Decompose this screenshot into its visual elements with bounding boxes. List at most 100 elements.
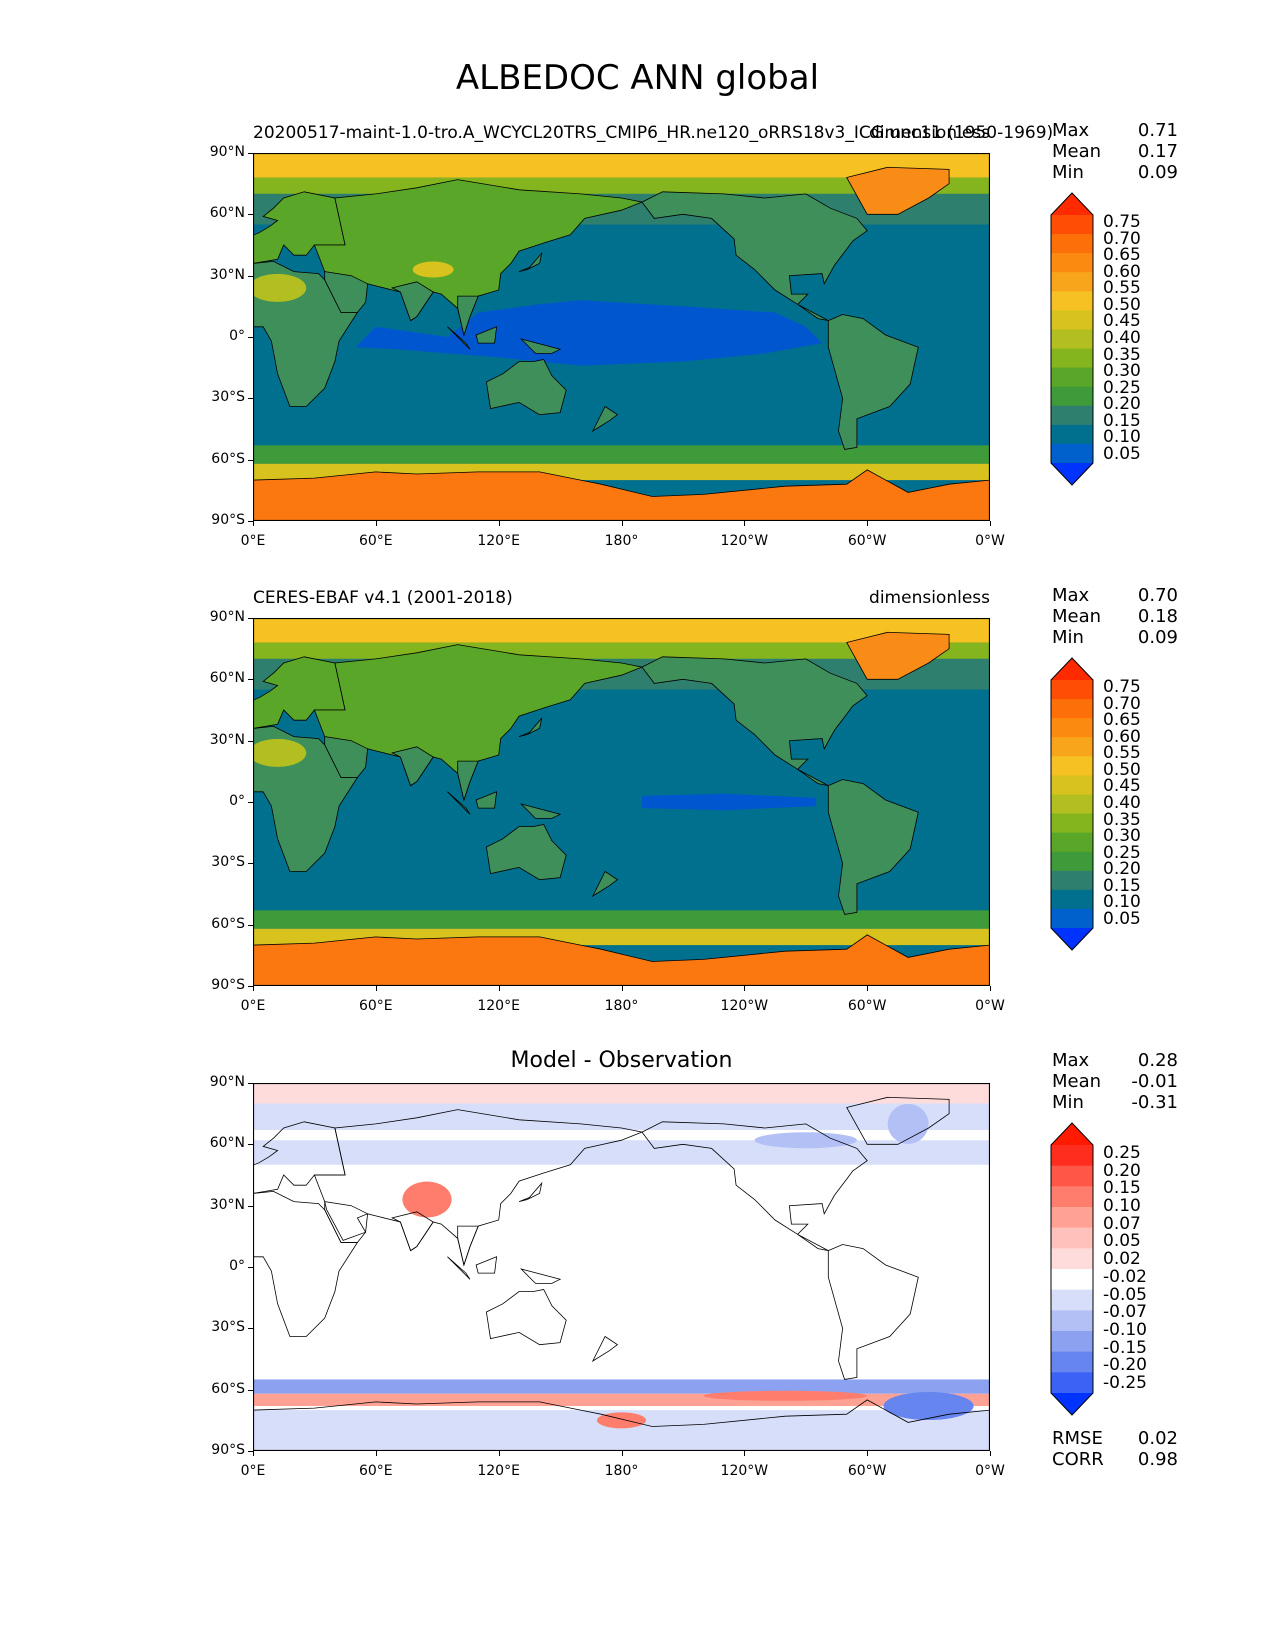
lat-tick-mark (248, 459, 253, 461)
colorbar-segment (1051, 424, 1093, 445)
colorbar-tick-label: 0.50 (1103, 294, 1141, 315)
land-newguinea (519, 803, 562, 819)
lon-tick-mark (867, 986, 869, 991)
lat-tick-mark (248, 1144, 253, 1146)
panel-title: Model - Observation (510, 1048, 733, 1073)
map-frame (253, 153, 990, 521)
colorbar-segment (1051, 1289, 1093, 1311)
coastline-arabia (324, 1201, 369, 1243)
figure-title: ALBEDOC ANN global (455, 58, 820, 98)
stat-name: CORR (1052, 1449, 1104, 1470)
lat-tick-mark (248, 275, 253, 277)
map-frame (253, 618, 990, 986)
lon-tick-label: 120°W (720, 1463, 769, 1479)
coastline-indonesia2 (475, 1256, 498, 1274)
lat-tick-mark (248, 1267, 253, 1268)
greenland-negative-anomaly (887, 1103, 929, 1144)
lat-tick-mark (248, 214, 253, 216)
stat-name: Mean (1052, 606, 1102, 627)
stat-value: 0.17 (1137, 141, 1178, 162)
colorbar-tick-label: 0.07 (1103, 1213, 1141, 1234)
lon-tick-label: 0°W (975, 533, 1005, 549)
stat-name: Max (1052, 1050, 1090, 1071)
arctic-negative-band (253, 1103, 990, 1131)
land-australia (485, 359, 567, 416)
arctic-positive-band (253, 1083, 990, 1104)
stat-value: 0.28 (1137, 1050, 1178, 1071)
stat-value: 0.98 (1137, 1449, 1178, 1470)
land-seasia (457, 760, 479, 802)
colorbar (1050, 1122, 1094, 1416)
lat-tick-label: 0° (229, 793, 245, 809)
colorbar-tick-label: 0.25 (1103, 842, 1141, 863)
stat-name: Min (1052, 627, 1084, 648)
colorbar-max-extend (1051, 193, 1093, 215)
coastline-antarctica (253, 1399, 990, 1451)
sahara-bright (253, 738, 307, 767)
lon-tick-mark (253, 1451, 254, 1456)
colorbar-segment (1051, 889, 1093, 910)
colorbar-tick-label: 0.40 (1103, 328, 1141, 348)
lon-tick-label: 60°E (358, 1463, 393, 1479)
coastline-india (391, 1211, 434, 1252)
so-cloud-band (253, 445, 990, 464)
colorbar-segment (1051, 908, 1093, 929)
so-cloud-band (253, 910, 990, 929)
colorbar-tick-label: 0.70 (1103, 693, 1141, 714)
land-india (391, 746, 434, 787)
colorbar (1050, 192, 1094, 486)
coastline-namerica (641, 1121, 868, 1251)
land-indonesia1 (447, 791, 471, 815)
lat-tick-mark (248, 521, 253, 522)
lon-tick-label: 120°W (720, 533, 769, 549)
colorbar-tick-label: 0.70 (1103, 228, 1141, 249)
colorbar-segment (1051, 1269, 1093, 1291)
panel-right-label: dimensionless (869, 123, 990, 143)
colorbar-tick-label: 0.55 (1103, 743, 1141, 764)
stat-name: Min (1052, 162, 1084, 183)
lon-tick-label: 120°E (477, 1463, 520, 1479)
colorbar-segment (1051, 1310, 1093, 1332)
panel-left-label: CERES-EBAF v4.1 (2001-2018) (253, 588, 513, 608)
lat-tick-label: 90°S (211, 977, 245, 993)
land-indonesia2 (475, 326, 498, 344)
coastlines (253, 1096, 990, 1451)
lat-tick-label: 30°N (209, 266, 245, 283)
colorbar-tick-label: 0.65 (1103, 245, 1141, 266)
lat-tick-label: 90°S (211, 512, 245, 528)
coastline-europe (253, 1121, 346, 1194)
lon-tick-mark (990, 521, 991, 526)
lon-tick-label: 0°E (240, 1463, 266, 1479)
lon-tick-mark (744, 521, 746, 526)
colorbar-tick-label: 0.20 (1103, 859, 1141, 880)
lat-tick-label: 30°S (211, 389, 245, 406)
lon-tick-mark (253, 521, 254, 526)
colorbar-segment (1051, 1351, 1093, 1373)
colorbar-tick-label: 0.55 (1103, 278, 1141, 299)
stat-value: 0.09 (1137, 627, 1178, 648)
lon-tick-label: 60°E (358, 998, 393, 1014)
coastline-asia (313, 1109, 644, 1267)
land (253, 644, 919, 915)
colorbar-tick-label: -0.10 (1103, 1320, 1147, 1340)
lon-tick-label: 180° (604, 1463, 639, 1479)
colorbar-segment (1051, 310, 1093, 331)
lon-tick-mark (375, 1451, 377, 1456)
lat-tick-mark (248, 679, 253, 681)
land-india (391, 281, 434, 322)
stat-value: 0.02 (1137, 1428, 1178, 1449)
lat-tick-label: 30°S (211, 854, 245, 871)
greenland (846, 166, 950, 215)
lon-tick-mark (744, 986, 746, 991)
land-nz (591, 870, 619, 898)
colorbar-segment (1051, 737, 1093, 757)
antarctica (253, 934, 990, 986)
lon-tick-mark (621, 1451, 623, 1456)
colorbar-outline (1050, 192, 1094, 486)
lat-tick-mark (248, 1205, 253, 1207)
lon-tick-mark (990, 1451, 991, 1456)
colorbar-segment (1051, 794, 1093, 815)
colorbar-segment (1051, 1186, 1093, 1208)
colorbar-segment (1051, 1248, 1093, 1270)
land-europe (253, 191, 346, 264)
